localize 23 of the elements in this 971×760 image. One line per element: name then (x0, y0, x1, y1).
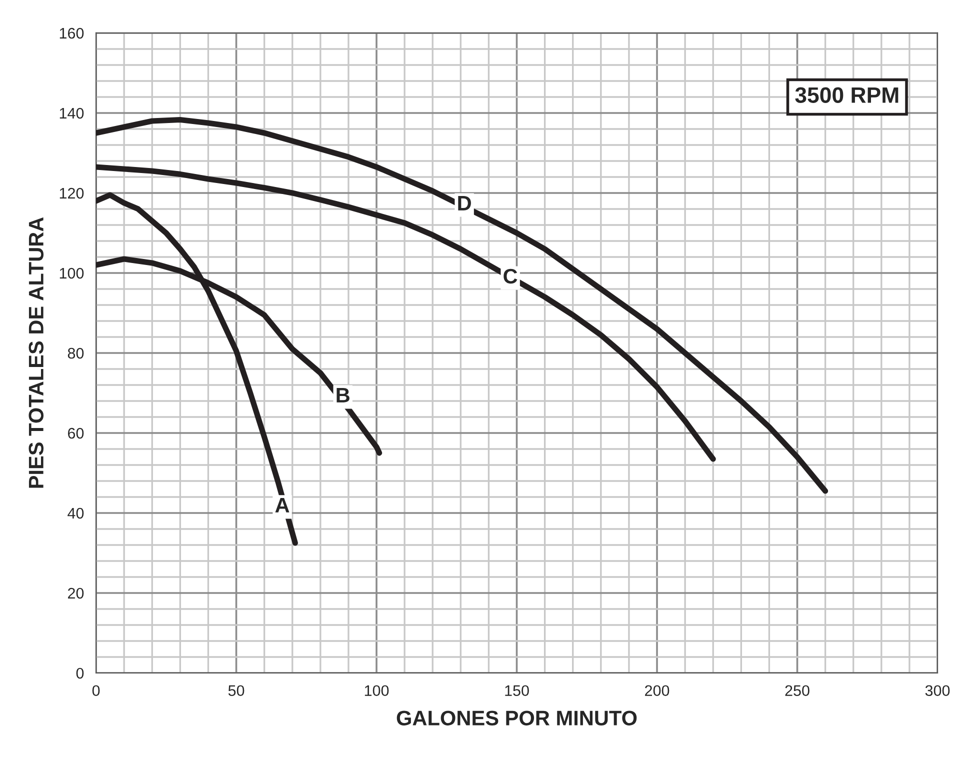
y-tick-label: 0 (76, 668, 84, 679)
y-tick-label: 80 (68, 348, 84, 359)
x-tick-label: 250 (785, 685, 810, 696)
y-tick-label: 100 (60, 268, 84, 279)
y-tick-label: 120 (60, 188, 84, 199)
x-tick-label: 150 (505, 685, 529, 696)
y-tick-label: 160 (60, 28, 84, 39)
x-axis-title: GALONES POR MINUTO (396, 710, 637, 726)
y-tick-label: 40 (68, 508, 84, 519)
x-tick-label: 300 (925, 685, 950, 696)
y-tick-label: 60 (68, 428, 84, 439)
y-axis-title: PIES TOTALES DE ALTURA (28, 217, 44, 488)
x-tick-label: 0 (92, 685, 100, 696)
x-tick-label: 50 (228, 685, 244, 696)
y-tick-label: 140 (60, 108, 84, 119)
x-tick-label: 200 (645, 685, 670, 696)
annotation: A (275, 498, 290, 512)
annotation: D (458, 196, 471, 210)
x-tick-label: 100 (364, 685, 389, 696)
y-tick-label: 20 (68, 588, 84, 599)
annotation: 3500 RPM (795, 87, 898, 103)
annotation: C (504, 268, 518, 284)
annotation: B (336, 388, 350, 402)
